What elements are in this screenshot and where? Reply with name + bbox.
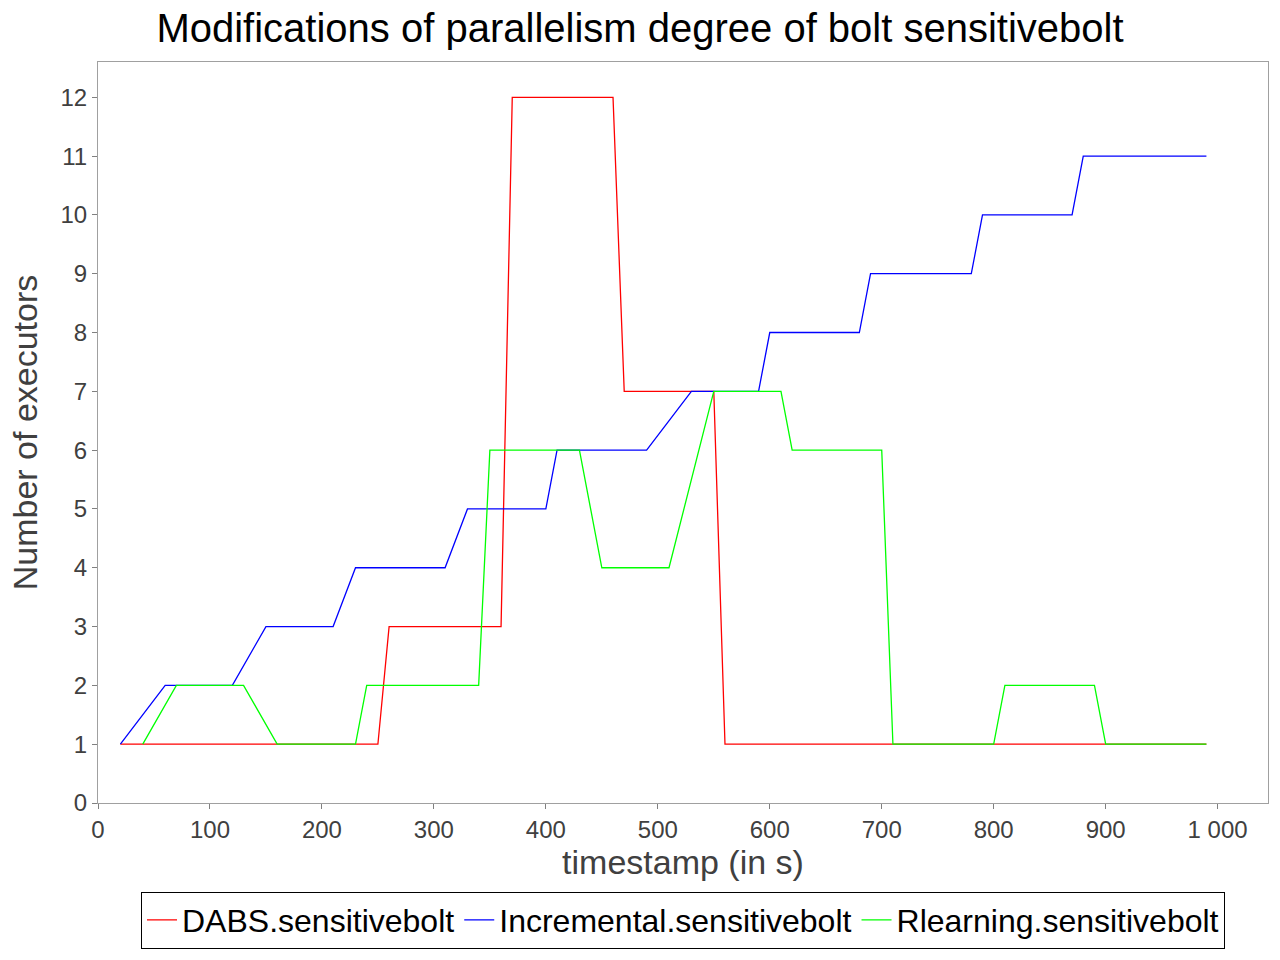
svg-text:Modifications of parallelism d: Modifications of parallelism degree of b… <box>156 6 1123 50</box>
svg-text:Number of executors: Number of executors <box>6 275 44 591</box>
svg-text:0: 0 <box>74 789 87 816</box>
svg-text:9: 9 <box>74 260 87 287</box>
svg-text:4: 4 <box>74 554 87 581</box>
svg-text:DABS.sensitivebolt: DABS.sensitivebolt <box>182 903 454 939</box>
svg-text:Incremental.sensitivebolt: Incremental.sensitivebolt <box>499 903 851 939</box>
svg-text:300: 300 <box>414 816 454 843</box>
svg-text:5: 5 <box>74 495 87 522</box>
svg-text:6: 6 <box>74 437 87 464</box>
svg-text:timestamp (in s): timestamp (in s) <box>562 843 804 881</box>
svg-text:700: 700 <box>862 816 902 843</box>
svg-text:2: 2 <box>74 672 87 699</box>
svg-text:11: 11 <box>62 143 87 170</box>
svg-text:100: 100 <box>190 816 230 843</box>
svg-text:3: 3 <box>74 613 87 640</box>
svg-text:10: 10 <box>60 201 87 228</box>
svg-text:400: 400 <box>526 816 566 843</box>
svg-text:200: 200 <box>302 816 342 843</box>
svg-text:500: 500 <box>638 816 678 843</box>
svg-text:7: 7 <box>74 378 87 405</box>
svg-text:1 000: 1 000 <box>1188 816 1248 843</box>
svg-text:900: 900 <box>1086 816 1126 843</box>
svg-text:1: 1 <box>74 731 87 758</box>
svg-text:800: 800 <box>974 816 1014 843</box>
svg-text:0: 0 <box>91 816 104 843</box>
svg-text:12: 12 <box>60 84 87 111</box>
svg-text:8: 8 <box>74 319 87 346</box>
svg-text:Rlearning.sensitivebolt: Rlearning.sensitivebolt <box>897 903 1219 939</box>
svg-text:600: 600 <box>750 816 790 843</box>
